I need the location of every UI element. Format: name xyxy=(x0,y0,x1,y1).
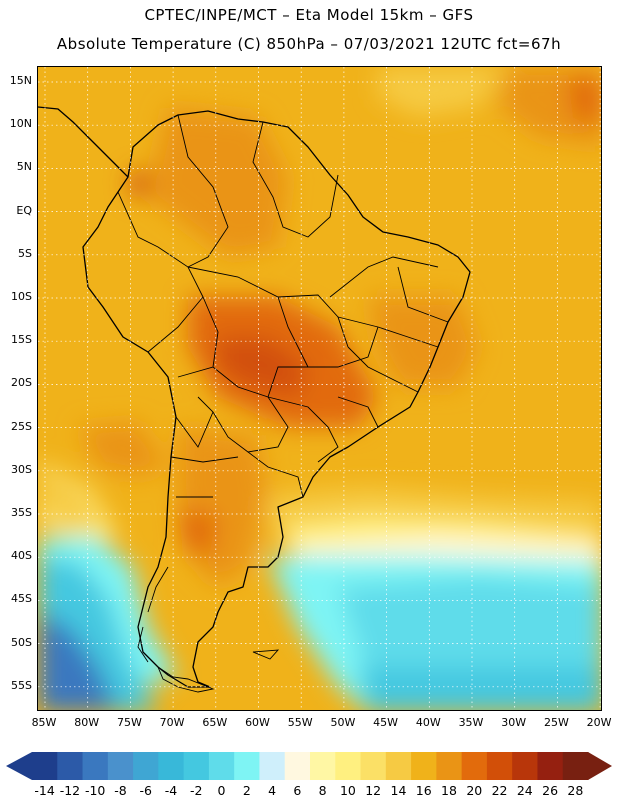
central-america-coastline xyxy=(38,106,129,178)
colorbar-label: 24 xyxy=(516,783,533,798)
colorbar-label: -2 xyxy=(190,783,203,798)
colorbar-bin xyxy=(57,752,84,780)
longitude-label: 45W xyxy=(373,716,399,729)
colorbar-label: -6 xyxy=(139,783,152,798)
latitude-label: 35S xyxy=(11,506,32,519)
colorbar-bin xyxy=(234,752,260,780)
colorbar-bin xyxy=(461,752,488,780)
latitude-label: 5S xyxy=(18,246,32,260)
colorbar-label: 18 xyxy=(441,783,457,798)
latitude-label: EQ xyxy=(16,203,32,217)
latitude-label: 10S xyxy=(11,290,32,303)
colorbar-label: 22 xyxy=(491,783,508,798)
longitude-label: 25W xyxy=(543,716,569,729)
colorbar-bin xyxy=(562,752,589,780)
colorbar-label: 10 xyxy=(339,783,356,798)
colorbar-bin xyxy=(82,752,109,780)
colorbar-bin xyxy=(32,752,58,780)
colorbar-bin xyxy=(486,752,513,780)
longitude-label: 75W xyxy=(116,716,142,729)
colorbar-label: -4 xyxy=(164,783,178,798)
longitude-label: 80W xyxy=(74,716,100,729)
colorbar-bin xyxy=(537,752,564,780)
colorbar-label: 4 xyxy=(268,783,277,798)
latitude-label: 55S xyxy=(11,678,32,692)
colorbar-bin xyxy=(183,752,210,780)
longitude-label: 35W xyxy=(458,716,484,729)
south-america-coastline xyxy=(82,110,471,688)
colorbar-bin xyxy=(259,752,286,780)
latitude-label: 50S xyxy=(11,635,32,649)
map-title-line-2: Absolute Temperature (C) 850hPa – 07/03/… xyxy=(56,35,562,53)
colorbar-bin xyxy=(284,752,311,780)
latitude-label: 10N xyxy=(9,117,32,131)
colorbar-label: 28 xyxy=(567,783,584,798)
colorbar-label: 0 xyxy=(217,783,226,798)
colorbar-bin xyxy=(310,752,336,780)
colorbar-label: -10 xyxy=(84,783,106,798)
colorbar-extend-low xyxy=(6,752,32,780)
colorbar-label: -14 xyxy=(34,783,55,798)
colorbar-label: 16 xyxy=(415,783,432,798)
longitude-label: 30W xyxy=(501,716,527,729)
latitude-label: 20S xyxy=(11,376,32,390)
colorbar-label: 12 xyxy=(365,783,382,798)
colorbar-label: 6 xyxy=(293,783,302,798)
colorbar-label: 2 xyxy=(242,783,251,798)
colorbar-bin xyxy=(360,752,387,780)
temperature-blobs xyxy=(38,67,601,710)
colorbar xyxy=(6,752,612,780)
temperature-map xyxy=(37,66,602,711)
colorbar-bin xyxy=(133,752,159,780)
colorbar-label: 20 xyxy=(466,783,483,798)
latitude-label: 15S xyxy=(11,333,32,347)
longitude-label: 60W xyxy=(245,716,270,729)
colorbar-label: -12 xyxy=(59,783,81,798)
longitude-label: 55W xyxy=(287,716,313,729)
colorbar-label: 14 xyxy=(390,783,407,798)
colorbar-bin xyxy=(385,752,412,780)
latitude-label: 40S xyxy=(11,549,32,563)
colorbar-bin xyxy=(107,752,134,780)
latitude-label: 25S xyxy=(11,419,32,433)
longitude-label: 50W xyxy=(330,716,356,729)
colorbar-label: 26 xyxy=(542,783,559,798)
latitude-label: 15N xyxy=(9,74,32,87)
colorbar-bin xyxy=(512,752,538,780)
longitude-label: 85W xyxy=(31,716,57,729)
colorbar-bin xyxy=(411,752,437,780)
longitude-label: 65W xyxy=(202,716,228,729)
latitude-label: 30S xyxy=(11,462,32,476)
latitude-label: 45S xyxy=(11,592,32,606)
longitude-label: 40W xyxy=(415,716,441,729)
latitude-label: 5N xyxy=(16,160,32,174)
colorbar-label: -8 xyxy=(114,783,127,798)
colorbar-bin xyxy=(158,752,185,780)
temperature-field xyxy=(38,67,601,710)
map-title-line-1: CPTEC/INPE/MCT – Eta Model 15km – GFS xyxy=(144,6,474,24)
southern-islands xyxy=(137,566,280,693)
longitude-label: 70W xyxy=(159,716,185,729)
country-borders xyxy=(117,114,449,498)
colorbar-bin xyxy=(208,752,235,780)
colorbar-bin xyxy=(335,752,362,780)
colorbar-extend-high xyxy=(588,752,612,780)
longitude-label: 20W xyxy=(586,716,612,729)
colorbar-label: 8 xyxy=(318,783,327,798)
colorbar-bin xyxy=(436,752,463,780)
